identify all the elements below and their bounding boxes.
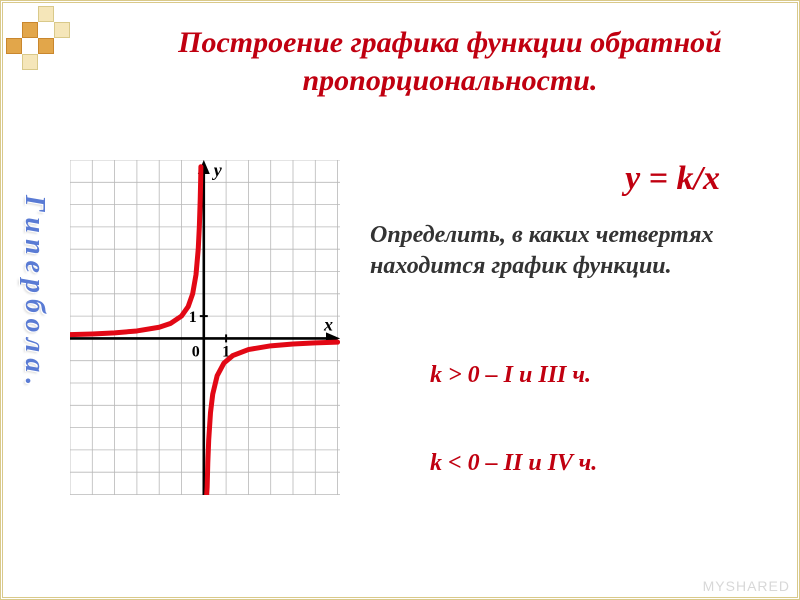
hyperbola-chart: 011xy [70,160,340,495]
slide-title: Построение графика функции обратной проп… [150,24,750,99]
condition-k-positive: k > 0 – I и III ч. [430,362,591,389]
watermark: MYSHARED [703,578,790,594]
svg-text:1: 1 [189,309,197,326]
svg-text:y: y [212,160,223,180]
condition-k-negative: k < 0 – II и IV ч. [430,450,597,477]
vertical-label-hyperbola: Гипербола. [18,195,50,391]
question-text: Определить, в каких четвертях находится … [370,220,760,282]
chart-svg: 011xy [70,160,340,495]
formula: y = k/x [625,160,720,198]
svg-text:x: x [323,314,333,334]
svg-text:0: 0 [192,343,200,360]
corner-decoration [6,6,70,70]
